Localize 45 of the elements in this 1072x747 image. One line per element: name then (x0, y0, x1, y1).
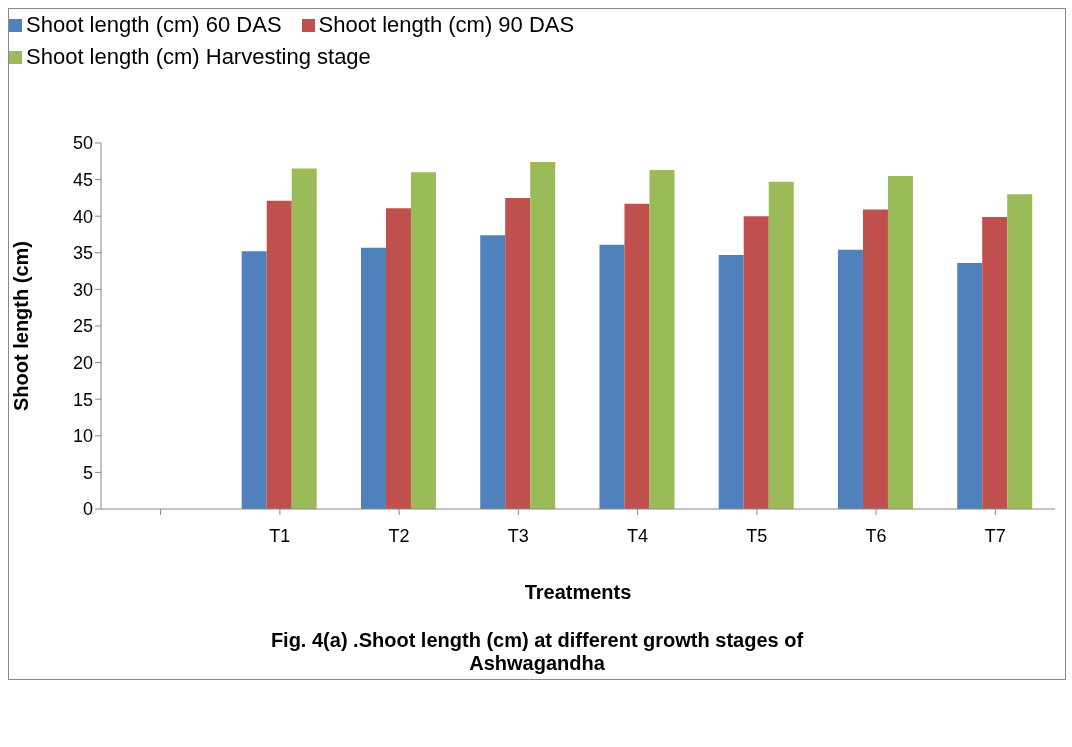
bar (957, 263, 983, 509)
text: Fig. 4(a) .Shoot length (cm) at different growth stages of Ashwagandha (269, 629, 805, 675)
bar (241, 251, 267, 509)
bar (743, 216, 769, 509)
y-tick-label: 10 (72, 426, 93, 447)
y-tick-label: 5 (82, 462, 93, 483)
bar (360, 247, 386, 509)
bar (530, 162, 556, 509)
bar (887, 175, 913, 509)
x-tick-label: T1 (269, 525, 291, 546)
y-tick-label: 15 (72, 389, 93, 410)
bar (599, 244, 625, 509)
y-axis-title: Shoot length (cm) (10, 241, 33, 411)
y-tick-label: 40 (72, 206, 93, 227)
y-tick-label: 50 (72, 133, 93, 154)
legend-label: Shoot length (cm) 90 DAS (318, 12, 575, 38)
x-tick-label: T3 (507, 525, 529, 546)
bar (768, 181, 794, 509)
bar (480, 235, 506, 509)
legend-label: Shoot length (cm) Harvesting stage (26, 44, 371, 70)
y-tick-label: 45 (72, 169, 93, 190)
bar (291, 168, 317, 509)
bar (837, 249, 863, 509)
bar (649, 170, 675, 509)
y-tick-label: 20 (72, 352, 93, 373)
bar (1007, 194, 1033, 509)
x-tick-label: T6 (865, 525, 887, 546)
y-tick-label: 25 (72, 316, 93, 337)
x-tick-label: T5 (746, 525, 768, 546)
x-axis-title: Treatments (524, 581, 632, 603)
bar (385, 208, 411, 509)
legend-label: Shoot length (cm) 60 DAS (26, 12, 282, 38)
bar (982, 216, 1008, 509)
x-tick-label: T2 (388, 525, 410, 546)
bar (410, 172, 436, 509)
x-tick-label: T4 (627, 525, 649, 546)
y-tick-label: 0 (82, 499, 93, 520)
x-tick-label: T7 (984, 525, 1006, 546)
y-tick-label: 35 (72, 243, 93, 264)
bar (266, 200, 292, 509)
bar (624, 203, 650, 509)
bar (505, 197, 531, 509)
bar (862, 209, 888, 509)
bar (718, 255, 744, 509)
y-tick-label: 30 (72, 279, 93, 300)
